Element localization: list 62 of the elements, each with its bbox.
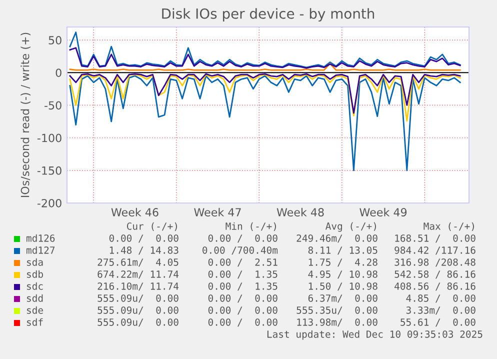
legend-label: md126	[26, 234, 55, 242]
text: 984.42 /117.16	[394, 246, 476, 255]
text: Min (-/+)	[226, 222, 276, 231]
text: 1.75 / 4.28	[308, 258, 378, 267]
y-tick-label: -100	[37, 134, 62, 142]
text: 249.46m/ 0.00	[296, 234, 378, 243]
line-series	[69, 47, 461, 69]
y-tick-label: 50	[48, 36, 62, 44]
chart-title: Disk IOs per device - by month	[162, 8, 374, 22]
text: Last update: Wed Dec 10 09:35:03 2025	[267, 330, 482, 340]
legend-label: sde	[27, 306, 43, 314]
text: 4.95 / 10.98	[308, 270, 378, 279]
text: 0.00 / 0.00	[208, 306, 278, 315]
text: 6.37m/ 0.00	[308, 294, 378, 303]
text: 55.61 / 0.00	[400, 318, 476, 327]
text: 0.00 / 1.35	[208, 282, 278, 291]
text: 1.50 / 10.98	[308, 282, 378, 291]
text: 0.00 / 0.00	[208, 318, 278, 327]
legend-label: sdc	[27, 282, 43, 290]
line-series	[69, 75, 461, 172]
x-tick-label: Week 46	[111, 208, 158, 216]
y-tick-label: -200	[37, 198, 62, 208]
text: 0.00 / 1.35	[208, 270, 278, 279]
text: 8.11 / 13.05	[308, 246, 378, 255]
x-tick-label: Week 47	[194, 208, 241, 216]
line-series	[69, 74, 461, 122]
legend-label: sdb	[27, 270, 43, 278]
legend-label: md127	[26, 246, 55, 254]
text: 674.22m/ 11.74	[98, 270, 179, 279]
legend-label: sda	[27, 258, 43, 266]
text: 0.00 / 0.00	[208, 234, 278, 243]
text: 0.00 / 0.00	[109, 234, 178, 243]
x-tick-label: Week 48	[276, 208, 324, 216]
text: Avg (-/+)	[326, 222, 376, 232]
text: 1.48 / 14.83	[110, 246, 178, 255]
text: 555.09u/ 0.00	[98, 318, 178, 327]
y-tick-label: 0	[56, 68, 62, 78]
text: 168.51 / 0.00	[395, 234, 476, 243]
text: 0.00 / 2.51	[208, 258, 278, 267]
text: 216.10m/ 11.74	[98, 282, 179, 291]
text: 542.58 / 86.16	[394, 270, 476, 279]
text: 3.33m/ 0.00	[406, 306, 476, 315]
text: Cur (-/+)	[126, 222, 177, 231]
line-series	[69, 73, 461, 114]
text: 4.85 / 0.00	[406, 294, 476, 303]
text: Max (-/+)	[424, 222, 474, 231]
legend-label: sdd	[27, 294, 43, 302]
y-tick-label: -150	[37, 166, 62, 175]
text: 0.00 /700.40m	[202, 246, 278, 255]
legend-label: sdf	[27, 318, 43, 326]
y-tick-label: -50	[44, 101, 62, 110]
text: 113.98m/ 0.00	[297, 318, 378, 327]
text: 555.35u/ 0.00	[296, 306, 378, 315]
text: 275.61m/ 4.05	[98, 258, 178, 267]
y-axis-title: IOs/second read (-) / write (+)	[20, 32, 31, 198]
line-series	[69, 32, 461, 68]
x-tick-label: Week 49	[360, 208, 407, 216]
text: 555.09u/ 0.00	[98, 306, 178, 315]
text: 555.09u/ 0.00	[98, 294, 178, 303]
text: 316.98 /208.48	[394, 258, 476, 267]
text: 408.56 / 86.16	[394, 282, 476, 291]
text: 0.00 / 0.00	[208, 294, 278, 303]
